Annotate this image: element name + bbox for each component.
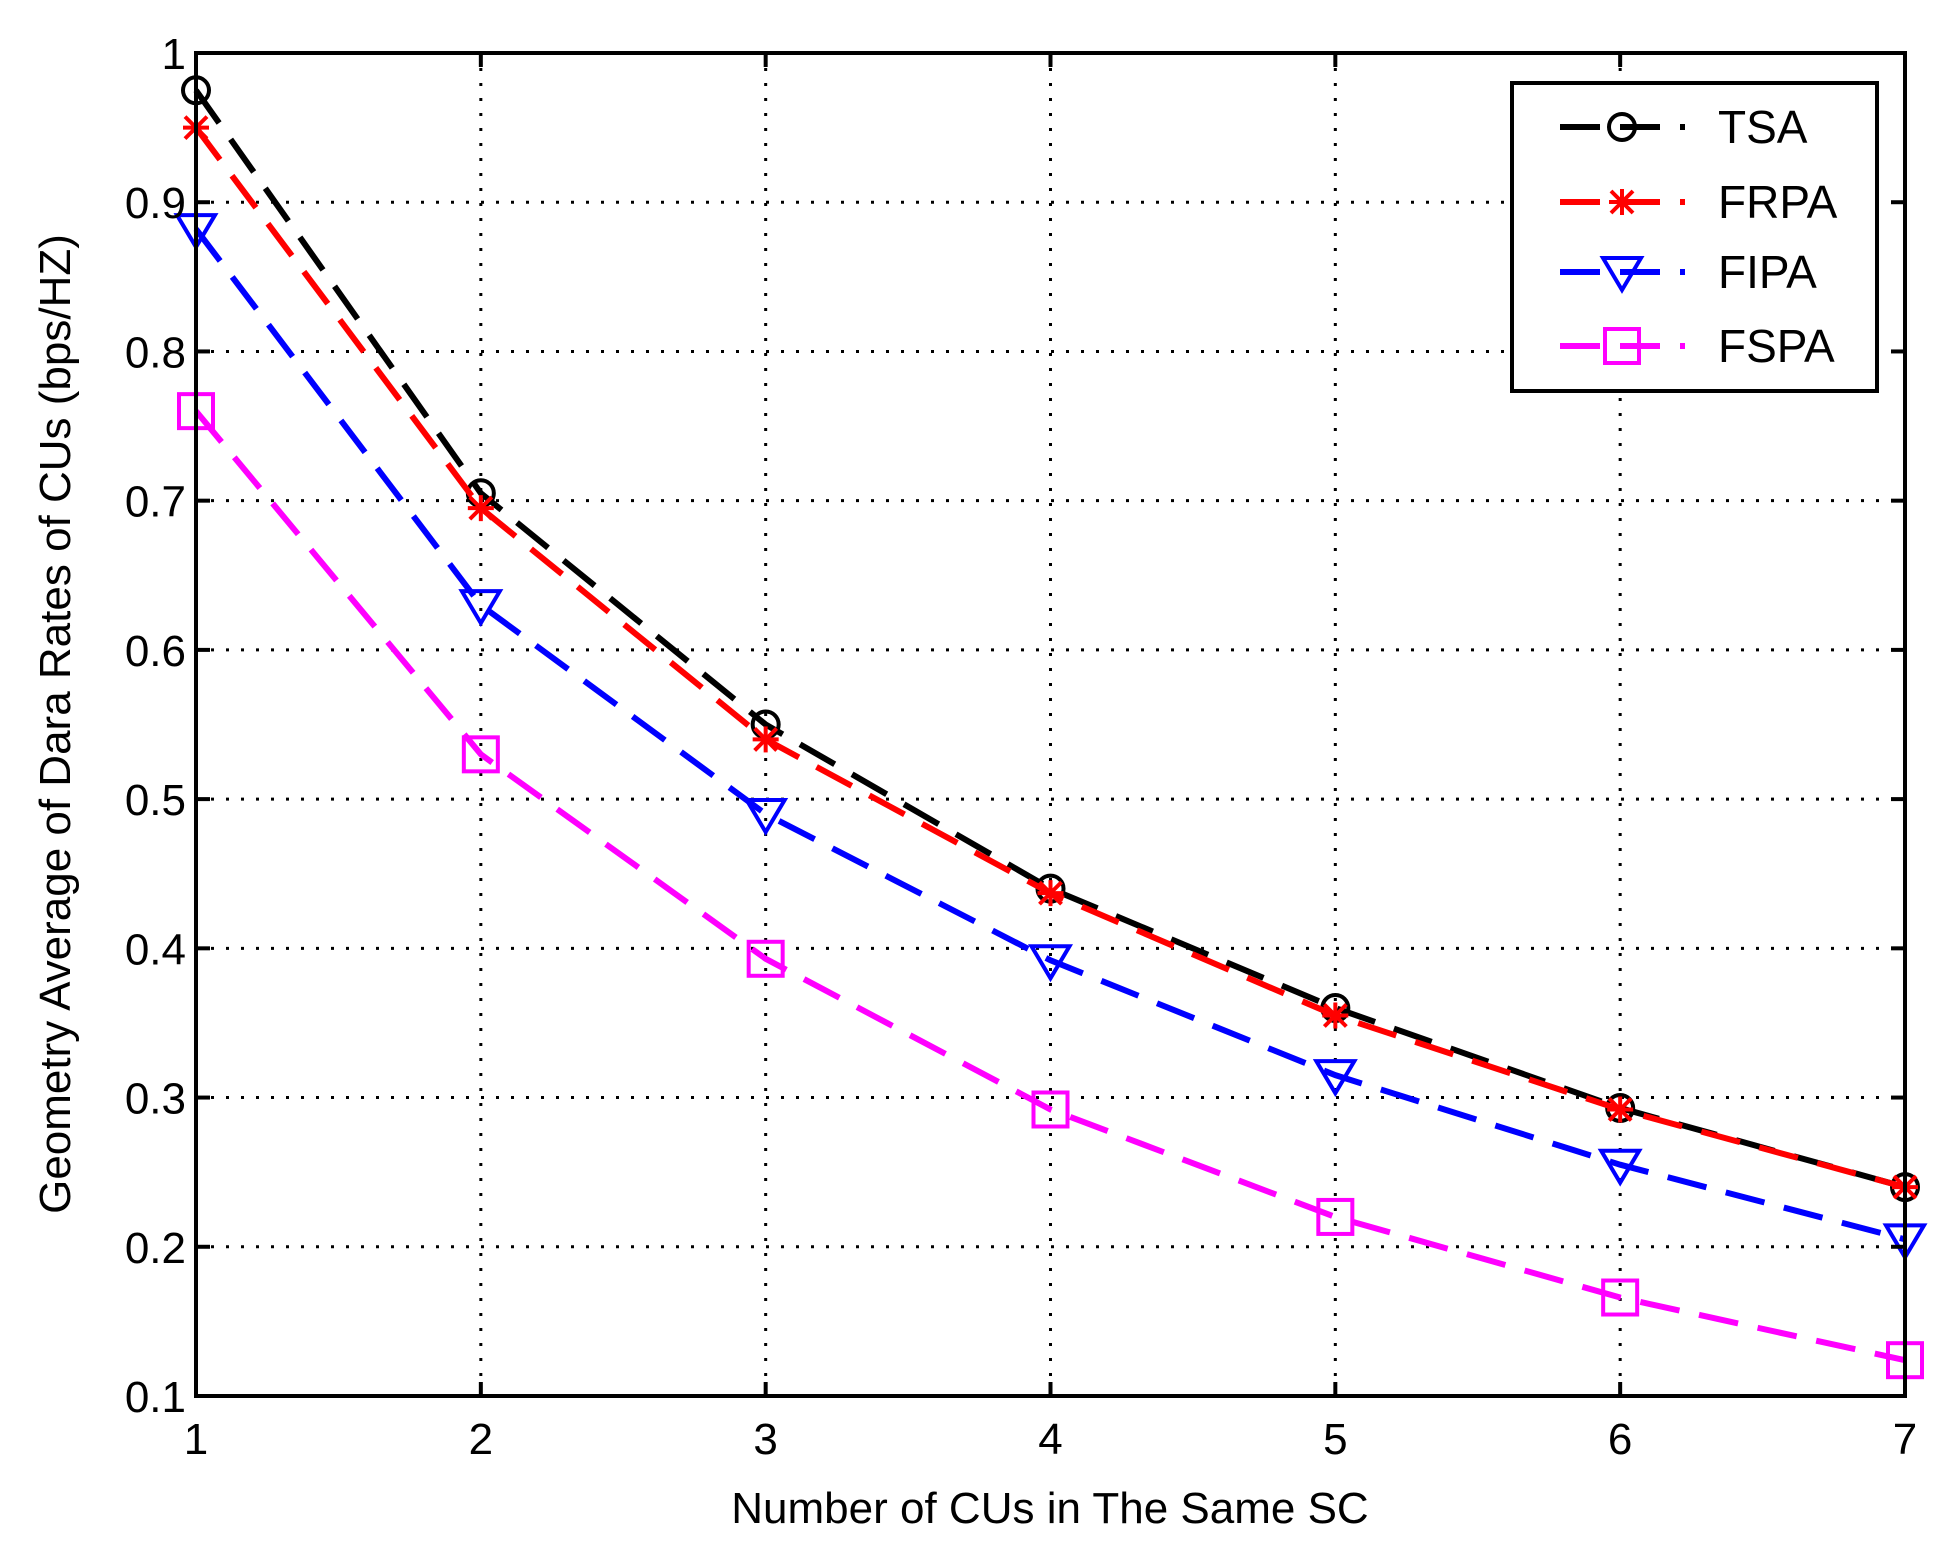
x-tick-label: 2	[469, 1415, 493, 1464]
legend-entry-tsa: TSA	[1560, 101, 1808, 153]
legend-marker-fipa	[1599, 256, 1645, 294]
data-point-frpa	[1322, 1002, 1349, 1029]
legend-entry-fipa: FIPA	[1560, 246, 1817, 298]
data-point-fspa	[746, 939, 785, 978]
x-tick-label: 7	[1893, 1415, 1917, 1464]
y-tick-label: 0.5	[125, 776, 186, 825]
y-tick-label: 0.1	[125, 1373, 186, 1422]
series-line-fipa	[193, 227, 1906, 1243]
x-tick-label: 3	[753, 1415, 777, 1464]
series-line-fspa	[193, 409, 1906, 1364]
y-tick-label: 0.4	[125, 925, 186, 974]
x-tick-label: 5	[1323, 1415, 1347, 1464]
y-tick-label: 0.3	[125, 1075, 186, 1124]
data-point-fspa	[461, 735, 500, 774]
x-tick-label: 1	[184, 1415, 208, 1464]
y-tick-label: 0.9	[125, 179, 186, 228]
x-tick-label: 4	[1038, 1415, 1062, 1464]
legend-marker-tsa	[1607, 112, 1637, 142]
data-point-frpa	[1607, 1096, 1634, 1123]
x-tick-label: 6	[1608, 1415, 1632, 1464]
legend-marker-fspa	[1603, 327, 1641, 365]
legend-label: TSA	[1718, 101, 1808, 153]
data-point-fipa	[1027, 944, 1074, 983]
data-point-frpa	[752, 726, 779, 753]
data-point-fspa	[1316, 1197, 1355, 1236]
data-point-fspa	[1031, 1090, 1070, 1129]
x-axis-label: Number of CUs in The Same SC	[731, 1484, 1368, 1533]
series-line-tsa	[193, 88, 1906, 1190]
legend: TSA FRPA FIPA FSPA	[1510, 81, 1879, 393]
y-tick-label: 0.2	[125, 1224, 186, 1273]
y-tick-label: 1	[162, 30, 186, 79]
y-tick-label: 0.6	[125, 627, 186, 676]
axis-ticks: 1 2 3 4 5 6 7 0.1 0.2 0.3 0.4 0.5 0.6 0.7 0.8 0.9 1	[125, 30, 1917, 1464]
data-point-frpa	[467, 495, 494, 522]
data-point-fipa	[743, 798, 789, 836]
y-axis-label: Geometry Average of Dara Rates of CUs (b…	[31, 234, 80, 1214]
legend-entry-frpa: FRPA	[1560, 176, 1838, 228]
data-point-fipa	[1312, 1059, 1358, 1098]
y-tick-label: 0.7	[125, 478, 186, 527]
legend-label: FIPA	[1718, 246, 1817, 298]
data-point-frpa	[1037, 880, 1064, 907]
legend-entry-fspa: FSPA	[1560, 320, 1835, 372]
legend-label: FSPA	[1718, 320, 1835, 372]
legend-entries: TSA FRPA FIPA FSPA	[1560, 101, 1838, 372]
legend-label: FRPA	[1718, 176, 1838, 228]
legend-marker-frpa	[1609, 189, 1635, 215]
y-tick-label: 0.8	[125, 328, 186, 377]
data-point-fipa	[1597, 1148, 1643, 1187]
data-point-fipa	[458, 589, 504, 628]
legend-box	[1510, 81, 1879, 393]
data-point-fspa	[1601, 1278, 1640, 1317]
